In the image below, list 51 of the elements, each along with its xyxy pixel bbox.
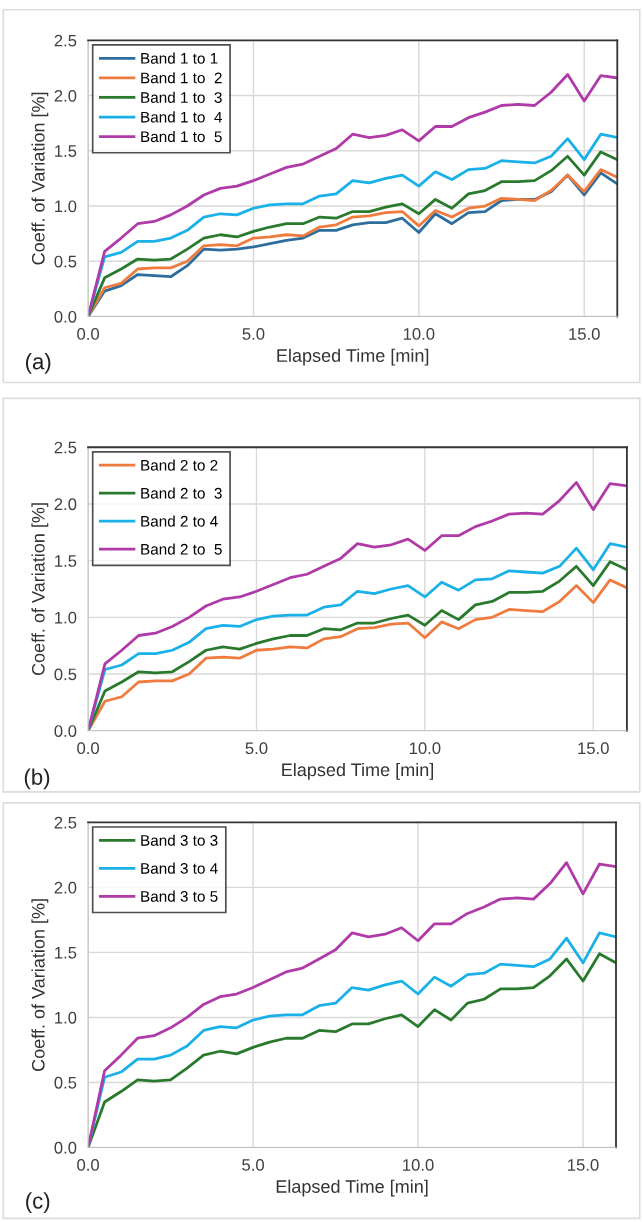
- y-tick-label: 2.0: [54, 498, 77, 511]
- y-axis-title: Coeff. of Variation [%]: [31, 899, 49, 1071]
- y-tick-label: 1.0: [55, 1011, 77, 1024]
- x-tick-label: 0.0: [77, 1159, 100, 1171]
- x-tick-label: 0.0: [77, 328, 100, 340]
- y-tick-label: 1.5: [55, 555, 77, 567]
- y-axis-title: Coeff. of Variation [%]: [31, 92, 49, 265]
- y-tick-label: 2.5: [54, 816, 77, 829]
- x-tick-label: 15.0: [578, 742, 609, 755]
- text: (b): [24, 768, 50, 790]
- y-tick-label: 1.0: [55, 200, 77, 213]
- y-tick-label: 1.5: [55, 947, 77, 959]
- x-axis-title: Elapsed Time [min]: [282, 762, 433, 780]
- y-axis-title: Coeff. of Variation [%]: [31, 503, 49, 676]
- legend-label: Band 2 to 5: [141, 543, 222, 555]
- y-tick-label: 2.5: [54, 441, 77, 454]
- x-axis-title: Elapsed Time [min]: [276, 1179, 428, 1197]
- x-tick-label: 10.0: [403, 328, 435, 340]
- y-tick-label: 1.0: [55, 611, 77, 624]
- x-tick-label: 15.0: [568, 1159, 599, 1171]
- text: (c): [26, 1192, 50, 1214]
- legend-label: Band 1 to 2: [141, 72, 222, 84]
- legend-label: Band 1 to 5: [141, 130, 222, 143]
- legend-label: Band 3 to 3: [141, 834, 218, 846]
- x-tick-label: 5.0: [242, 328, 265, 340]
- x-tick-label: 5.0: [245, 742, 268, 755]
- y-tick-label: 0.5: [54, 255, 77, 268]
- y-tick-label: 2.0: [54, 89, 77, 102]
- x-tick-label: 10.0: [403, 1159, 434, 1171]
- x-tick-label: 5.0: [242, 1159, 264, 1171]
- y-tick-label: 0.0: [54, 1141, 77, 1154]
- y-tick-label: 0.5: [54, 668, 77, 681]
- x-axis-title: Elapsed Time [min]: [277, 348, 429, 366]
- legend-label: Band 3 to 4: [141, 862, 218, 874]
- legend-label: Band 2 to 2: [141, 459, 218, 471]
- text: (a): [25, 353, 51, 374]
- y-tick-label: 0.0: [54, 310, 77, 323]
- x-tick-label: 15.0: [569, 328, 600, 340]
- legend-label: Band 2 to 4: [141, 515, 218, 527]
- legend-label: Band 1 to 4: [141, 111, 222, 123]
- y-tick-label: 1.5: [55, 145, 77, 157]
- y-tick-label: 0.0: [54, 725, 77, 737]
- legend-label: Band 3 to 5: [141, 890, 218, 902]
- legend-label: Band 1 to 3: [141, 91, 222, 103]
- y-tick-label: 2.5: [54, 34, 77, 47]
- y-tick-label: 2.0: [54, 881, 77, 894]
- x-tick-label: 10.0: [409, 742, 441, 755]
- legend-label: Band 1 to 1: [141, 52, 218, 64]
- x-tick-label: 0.0: [77, 742, 100, 755]
- legend-label: Band 2 to 3: [141, 487, 222, 499]
- y-tick-label: 0.5: [54, 1076, 77, 1089]
